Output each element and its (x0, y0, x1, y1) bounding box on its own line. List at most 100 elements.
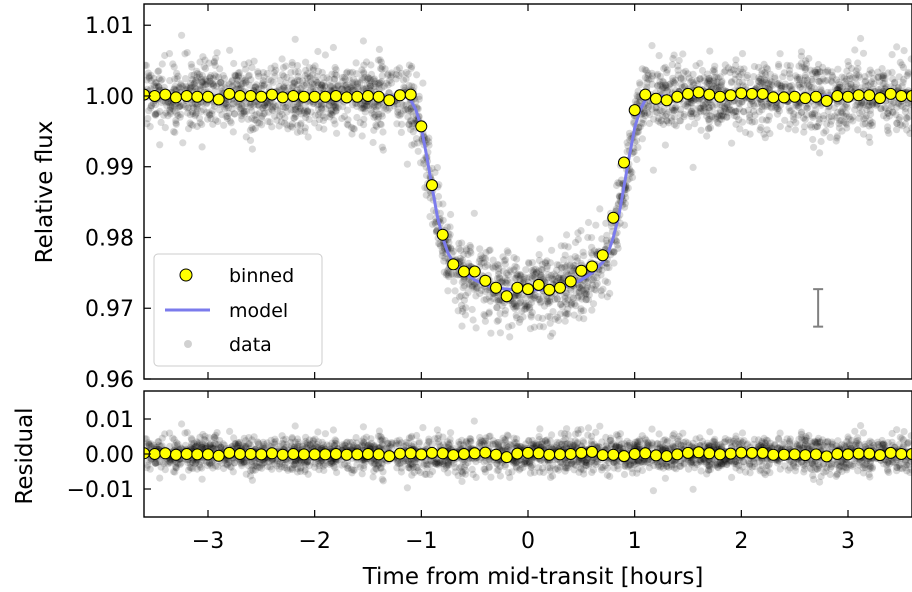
residual-data-point (181, 429, 189, 437)
data-point (801, 71, 810, 80)
data-point (576, 284, 584, 292)
data-point (454, 307, 462, 315)
data-point (780, 69, 788, 77)
data-point (865, 122, 873, 130)
residual-data-point (814, 437, 822, 445)
residual-data-point (525, 457, 533, 466)
data-point (151, 79, 159, 87)
residual-data-point (719, 459, 727, 467)
residual-data-point (255, 458, 264, 466)
data-point (531, 294, 539, 302)
data-point (802, 57, 810, 65)
data-point (754, 77, 763, 85)
residual-data-point (546, 467, 554, 475)
data-point (348, 82, 356, 90)
data-point (820, 129, 828, 137)
data-point (902, 114, 910, 122)
data-point (833, 114, 841, 122)
residual-data-point (507, 441, 515, 449)
data-point (888, 108, 897, 116)
data-point (903, 114, 911, 122)
data-point (236, 68, 244, 77)
residual-data-point (587, 458, 596, 466)
data-point (661, 112, 670, 120)
data-point (700, 103, 708, 111)
data-point (628, 168, 636, 176)
data-point (735, 78, 743, 86)
data-point (353, 102, 361, 110)
data-point (571, 253, 579, 261)
data-point (296, 84, 305, 92)
data-point (192, 76, 200, 84)
data-point (198, 72, 206, 80)
data-point (177, 102, 185, 110)
binned-point (170, 91, 182, 104)
data-point (840, 118, 848, 126)
data-point (888, 68, 896, 76)
data-point (710, 73, 719, 82)
data-point (560, 256, 568, 264)
data-point (202, 81, 210, 89)
residual-data-point (833, 461, 841, 469)
residual-data-point (379, 468, 387, 476)
data-point (656, 81, 664, 89)
data-point (523, 302, 531, 310)
data-point (885, 129, 893, 137)
data-point (502, 278, 510, 286)
data-point (268, 102, 276, 110)
data-point (663, 117, 671, 125)
data-point (520, 273, 528, 281)
data-point (306, 73, 314, 81)
data-point (191, 83, 199, 91)
data-point (460, 282, 469, 290)
data-point (431, 218, 439, 226)
data-point (198, 143, 206, 151)
data-point (708, 101, 716, 109)
residual-data-point (785, 439, 794, 447)
residual-data-point (717, 460, 726, 468)
residual-data-point (831, 460, 839, 468)
data-point (805, 54, 813, 63)
data-point (680, 100, 688, 108)
data-point (240, 60, 248, 68)
data-point (512, 303, 520, 311)
data-point (167, 104, 175, 112)
data-point (472, 283, 480, 291)
data-point (612, 238, 621, 246)
data-point (209, 82, 217, 90)
data-point (674, 71, 682, 79)
residual-data-point (689, 459, 698, 467)
residual-data-point (837, 458, 845, 466)
residual-data-point (543, 440, 551, 448)
residual-data-point (345, 442, 353, 450)
data-point (303, 107, 312, 115)
data-point (853, 100, 861, 108)
residual-data-point (625, 439, 634, 447)
data-point (613, 181, 621, 190)
data-point (625, 129, 634, 137)
data-point (333, 82, 341, 90)
data-point (868, 119, 877, 127)
data-point (299, 77, 307, 85)
data-point (147, 104, 155, 112)
data-point (884, 69, 892, 77)
residual-data-point (647, 441, 655, 450)
residual-data-point (826, 470, 834, 479)
residual-data-point (706, 466, 715, 474)
data-point (315, 100, 323, 109)
data-point (347, 83, 355, 91)
data-point (888, 51, 896, 59)
data-point (862, 112, 870, 120)
data-point (553, 295, 562, 303)
data-point (655, 114, 663, 122)
residual-data-point (166, 458, 174, 466)
data-point (154, 83, 162, 91)
residual-data-point (672, 465, 680, 473)
data-point (815, 115, 823, 123)
data-point (254, 101, 262, 109)
data-point (155, 83, 163, 91)
data-point (696, 104, 705, 112)
data-point (843, 67, 851, 75)
residual-data-point (732, 458, 740, 466)
data-point (175, 103, 183, 111)
